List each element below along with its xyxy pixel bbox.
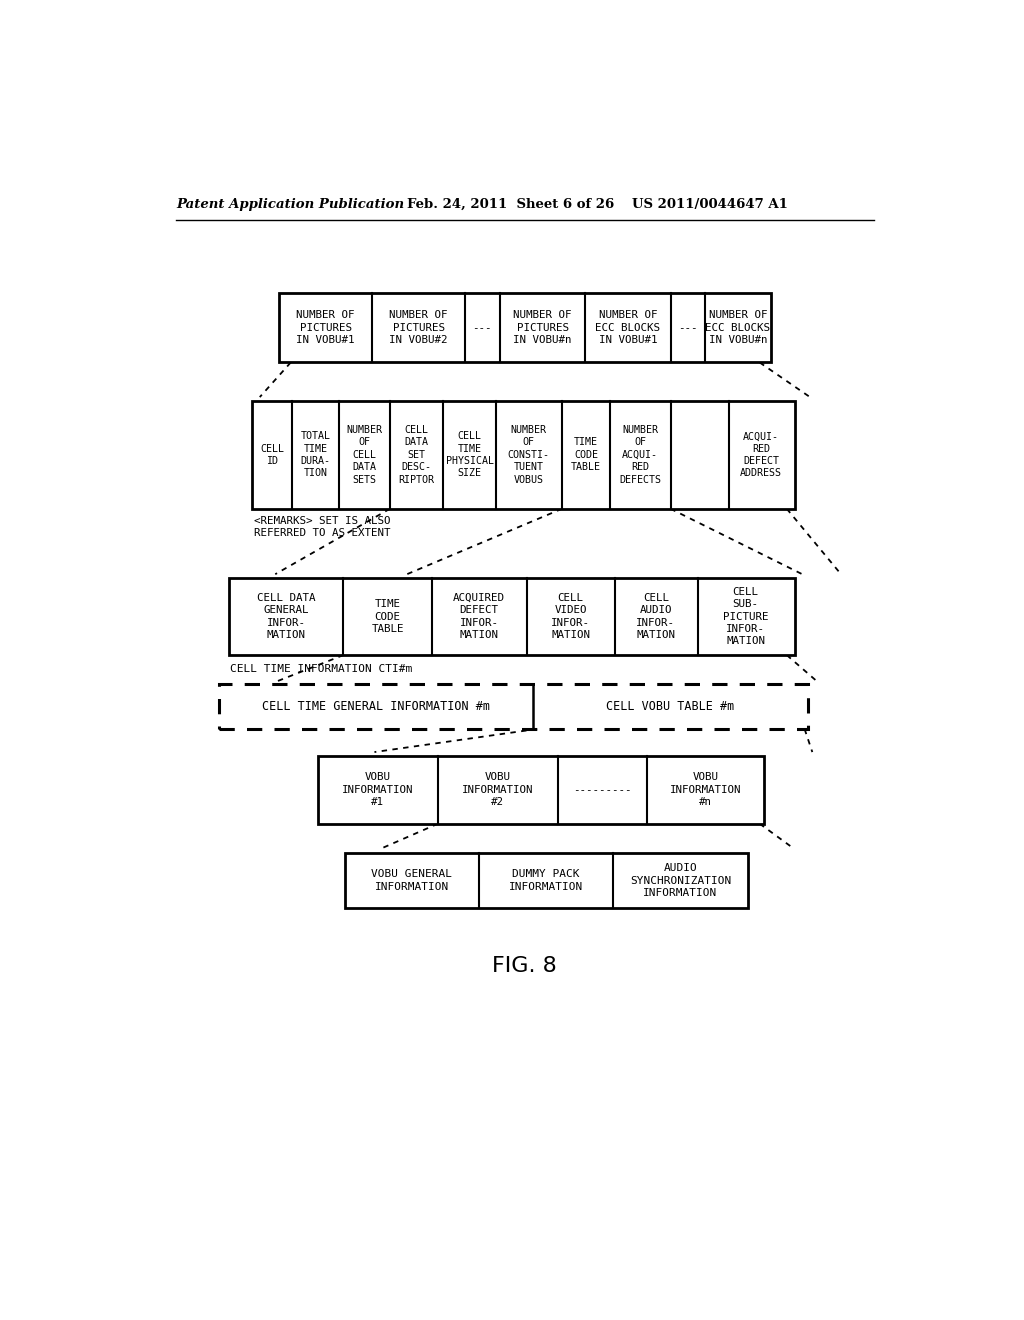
Text: TIME
CODE
TABLE: TIME CODE TABLE <box>571 437 601 473</box>
Text: NUMBER OF
ECC BLOCKS
IN VOBU#1: NUMBER OF ECC BLOCKS IN VOBU#1 <box>595 310 660 346</box>
Text: <REMARKS> SET IS ALSO: <REMARKS> SET IS ALSO <box>254 516 391 527</box>
Text: NUMBER
OF
ACQUI-
RED
DEFECTS: NUMBER OF ACQUI- RED DEFECTS <box>620 425 662 484</box>
Text: CELL TIME GENERAL INFORMATION #m: CELL TIME GENERAL INFORMATION #m <box>262 700 490 713</box>
Text: VOBU
INFORMATION
#n: VOBU INFORMATION #n <box>670 772 741 808</box>
Text: NUMBER OF
PICTURES
IN VOBU#2: NUMBER OF PICTURES IN VOBU#2 <box>389 310 447 346</box>
Bar <box>252 401 795 508</box>
Text: Patent Application Publication: Patent Application Publication <box>176 198 404 211</box>
Text: TIME
CODE
TABLE: TIME CODE TABLE <box>372 599 403 634</box>
Text: ---: --- <box>678 323 697 333</box>
Bar <box>219 684 809 729</box>
Text: REFERRED TO AS EXTENT: REFERRED TO AS EXTENT <box>254 528 391 537</box>
Text: CELL
VIDEO
INFOR-
MATION: CELL VIDEO INFOR- MATION <box>551 593 590 640</box>
Bar <box>228 578 795 655</box>
Text: ACQUIRED
DEFECT
INFOR-
MATION: ACQUIRED DEFECT INFOR- MATION <box>453 593 505 640</box>
Text: CELL VOBU TABLE #m: CELL VOBU TABLE #m <box>606 700 734 713</box>
Text: NUMBER OF
PICTURES
IN VOBU#1: NUMBER OF PICTURES IN VOBU#1 <box>296 310 355 346</box>
Text: CELL
SUB-
PICTURE
INFOR-
MATION: CELL SUB- PICTURE INFOR- MATION <box>723 587 768 647</box>
Text: VOBU GENERAL
INFORMATION: VOBU GENERAL INFORMATION <box>371 870 453 892</box>
Text: NUMBER
OF
CONSTI-
TUENT
VOBUS: NUMBER OF CONSTI- TUENT VOBUS <box>508 425 550 484</box>
Text: ---------: --------- <box>573 785 632 795</box>
Text: US 2011/0044647 A1: US 2011/0044647 A1 <box>632 198 787 211</box>
Text: CELL DATA
GENERAL
INFOR-
MATION: CELL DATA GENERAL INFOR- MATION <box>257 593 315 640</box>
Text: ACQUI-
RED
DEFECT
ADDRESS: ACQUI- RED DEFECT ADDRESS <box>740 432 782 478</box>
Bar <box>317 756 764 824</box>
Bar <box>280 293 771 363</box>
Text: VOBU
INFORMATION
#2: VOBU INFORMATION #2 <box>462 772 534 808</box>
Text: NUMBER OF
PICTURES
IN VOBU#n: NUMBER OF PICTURES IN VOBU#n <box>513 310 571 346</box>
Text: NUMBER OF
ECC BLOCKS
IN VOBU#n: NUMBER OF ECC BLOCKS IN VOBU#n <box>706 310 770 346</box>
Text: TOTAL
TIME
DURA-
TION: TOTAL TIME DURA- TION <box>301 432 331 478</box>
Text: CELL
AUDIO
INFOR-
MATION: CELL AUDIO INFOR- MATION <box>636 593 675 640</box>
Text: VOBU
INFORMATION
#1: VOBU INFORMATION #1 <box>342 772 414 808</box>
Text: CELL
ID: CELL ID <box>260 444 284 466</box>
Text: FIG. 8: FIG. 8 <box>493 956 557 975</box>
Text: ---: --- <box>472 323 492 333</box>
Text: CELL TIME INFORMATION CTI#m: CELL TIME INFORMATION CTI#m <box>230 664 413 675</box>
Text: AUDIO
SYNCHRONIZATION
INFORMATION: AUDIO SYNCHRONIZATION INFORMATION <box>630 863 731 898</box>
Text: Feb. 24, 2011  Sheet 6 of 26: Feb. 24, 2011 Sheet 6 of 26 <box>407 198 614 211</box>
Text: CELL
DATA
SET
DESC-
RIPTOR: CELL DATA SET DESC- RIPTOR <box>398 425 434 484</box>
Text: CELL
TIME
PHYSICAL
SIZE: CELL TIME PHYSICAL SIZE <box>445 432 494 478</box>
Bar <box>345 853 748 908</box>
Text: DUMMY PACK
INFORMATION: DUMMY PACK INFORMATION <box>509 870 583 892</box>
Text: NUMBER
OF
CELL
DATA
SETS: NUMBER OF CELL DATA SETS <box>346 425 382 484</box>
